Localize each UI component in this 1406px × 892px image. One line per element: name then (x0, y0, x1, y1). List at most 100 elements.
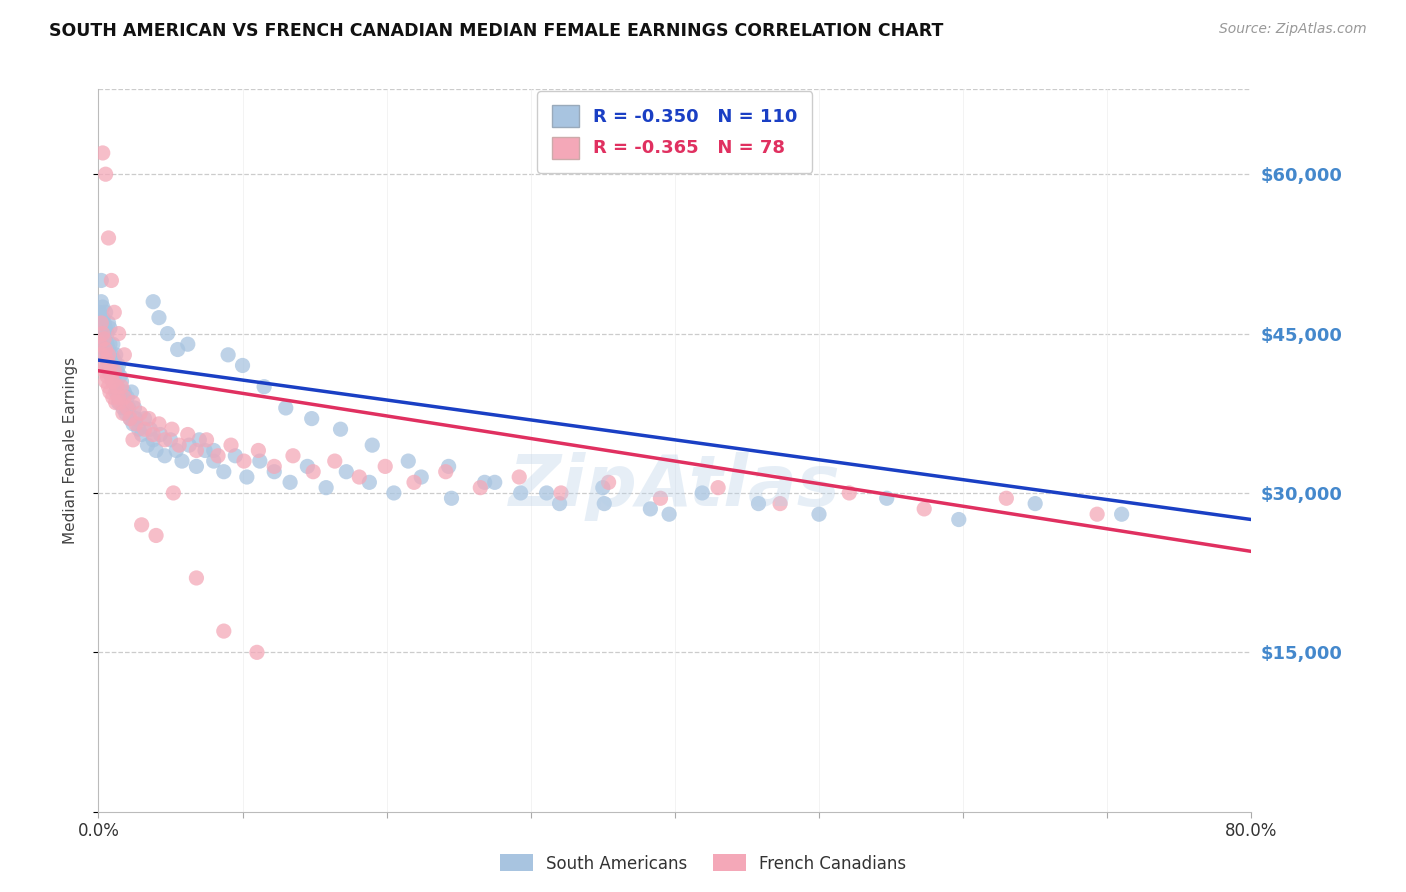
Point (122, 417, 145, 431)
Point (134, 422, 156, 436)
Point (129, 406, 152, 420)
Point (690, 486, 713, 500)
Point (411, 470, 433, 484)
Point (122, 395, 145, 409)
Point (912, 502, 935, 516)
Point (142, 433, 165, 447)
Point (186, 443, 208, 458)
Point (329, 422, 352, 436)
Point (323, 454, 346, 468)
Legend: South Americans, French Canadians: South Americans, French Canadians (494, 847, 912, 880)
Point (108, 395, 131, 409)
Point (97, 380, 120, 394)
Point (104, 395, 127, 409)
Point (97, 348, 120, 362)
Point (658, 507, 681, 521)
Point (111, 401, 134, 415)
Point (94, 375, 117, 389)
Point (153, 433, 176, 447)
Point (98, 353, 121, 368)
Point (96, 337, 118, 351)
Point (101, 337, 124, 351)
Point (224, 449, 246, 463)
Point (509, 486, 531, 500)
Point (808, 507, 831, 521)
Point (253, 380, 276, 394)
Point (474, 475, 496, 490)
Point (108, 369, 131, 384)
Point (104, 384, 127, 399)
Point (100, 273, 122, 287)
Point (118, 401, 141, 415)
Point (1111, 507, 1133, 521)
Point (219, 438, 242, 452)
Point (640, 502, 662, 516)
Point (177, 427, 200, 442)
Text: SOUTH AMERICAN VS FRENCH CANADIAN MEDIAN FEMALE EARNINGS CORRELATION CHART: SOUTH AMERICAN VS FRENCH CANADIAN MEDIAN… (49, 22, 943, 40)
Point (90, 348, 112, 362)
Point (440, 491, 463, 506)
Point (96, 369, 118, 384)
Point (548, 497, 571, 511)
Point (97, 364, 120, 378)
Point (91, 300, 114, 314)
Point (508, 470, 530, 484)
Point (159, 433, 181, 447)
Point (91, 348, 114, 362)
Point (105, 380, 128, 394)
Point (120, 411, 142, 425)
Point (149, 427, 172, 442)
Point (114, 406, 136, 420)
Point (434, 465, 457, 479)
Point (212, 624, 235, 639)
Point (247, 443, 270, 458)
Point (769, 497, 792, 511)
Point (125, 411, 148, 425)
Point (707, 481, 730, 495)
Point (90, 273, 112, 287)
Point (100, 369, 122, 384)
Point (136, 438, 159, 452)
Point (396, 454, 419, 468)
Point (263, 459, 285, 474)
Point (112, 384, 135, 399)
Point (97, 231, 120, 245)
Point (536, 486, 558, 500)
Point (948, 512, 970, 526)
Point (104, 348, 127, 362)
Point (142, 294, 165, 309)
Point (111, 406, 134, 420)
Point (90, 337, 112, 351)
Point (117, 390, 139, 404)
Point (93, 364, 115, 378)
Text: Source: ZipAtlas.com: Source: ZipAtlas.com (1219, 22, 1367, 37)
Point (124, 401, 146, 415)
Point (97, 343, 120, 357)
Point (148, 310, 170, 325)
Point (93, 326, 115, 341)
Point (194, 443, 217, 458)
Point (315, 481, 337, 495)
Point (281, 449, 304, 463)
Point (90, 294, 112, 309)
Point (98, 359, 121, 373)
Point (101, 359, 124, 373)
Point (89, 337, 111, 351)
Point (91, 326, 114, 341)
Point (97, 316, 120, 330)
Point (93, 332, 115, 346)
Point (94, 321, 117, 335)
Point (100, 369, 122, 384)
Point (103, 369, 125, 384)
Point (142, 427, 165, 442)
Point (112, 348, 135, 362)
Point (186, 459, 208, 474)
Point (153, 449, 176, 463)
Point (125, 417, 148, 431)
Point (207, 449, 229, 463)
Point (94, 305, 117, 319)
Point (249, 454, 271, 468)
Point (233, 454, 256, 468)
Point (231, 359, 254, 373)
Point (335, 465, 357, 479)
